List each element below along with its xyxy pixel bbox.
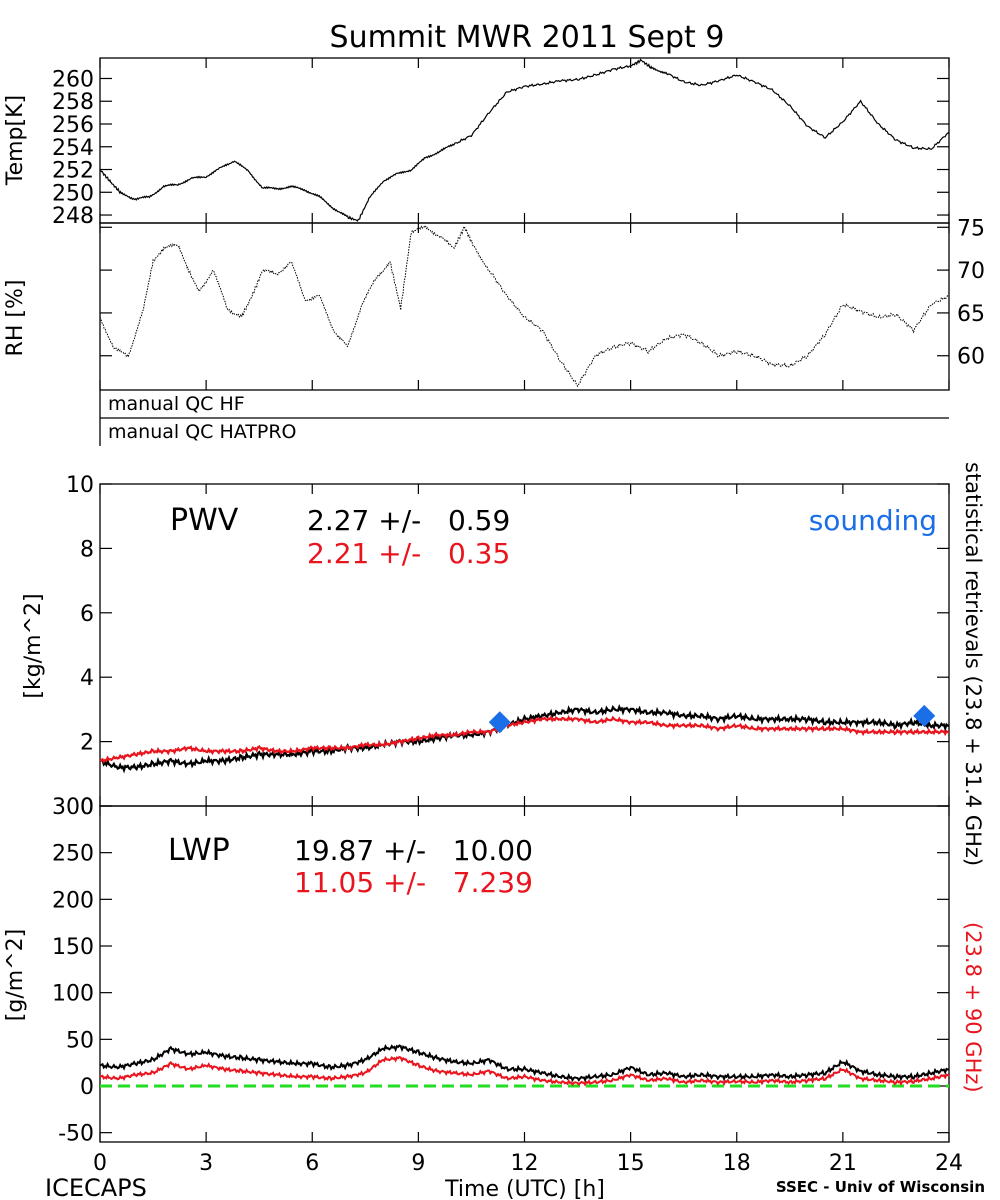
xtick-label: 24 bbox=[935, 1151, 963, 1176]
pwv-stat-black: 2.27 +/- 0.59 bbox=[307, 504, 510, 537]
pwv-y-ticks: 0 2 4 6 8 10 bbox=[66, 473, 949, 820]
temp-ytick-label: 260 bbox=[52, 67, 94, 92]
lwp-ytick-label: 100 bbox=[52, 982, 94, 1007]
lwp-label: LWP bbox=[168, 833, 230, 868]
qc-hf-label: manual QC HF bbox=[108, 393, 245, 415]
pwv-ytick-label: 4 bbox=[80, 666, 94, 691]
temp-ytick-label: 256 bbox=[52, 113, 94, 138]
rh-ylabel: RH [%] bbox=[3, 280, 28, 357]
rh-ytick-label: 70 bbox=[957, 259, 985, 284]
lwp-ytick-label: -50 bbox=[58, 1122, 94, 1147]
lwp-y-ticks: -50 0 50 100 150 200 250 300 bbox=[52, 795, 949, 1147]
lwp-series-black bbox=[99, 1044, 950, 1083]
lwp-ytick-label: 250 bbox=[52, 842, 94, 867]
temp-series-line bbox=[99, 58, 950, 223]
xtick-label: 9 bbox=[411, 1151, 425, 1176]
lwp-ytick-label: 200 bbox=[52, 888, 94, 913]
pwv-series-black bbox=[99, 704, 950, 774]
side-label-black: statistical retrievals (23.8 + 31.4 GHz) bbox=[961, 462, 985, 866]
xtick-label: 3 bbox=[199, 1151, 213, 1176]
rh-ytick-label: 60 bbox=[957, 345, 985, 370]
xtick-label: 12 bbox=[511, 1151, 539, 1176]
lwp-ytick-label: 0 bbox=[80, 1075, 94, 1100]
lwp-ytick-label: 300 bbox=[52, 795, 94, 820]
xtick-label: 21 bbox=[829, 1151, 857, 1176]
lwp-stat-black: 19.87 +/- 10.00 bbox=[294, 834, 533, 867]
lwp-ytick-label: 50 bbox=[66, 1028, 94, 1053]
pwv-ytick-label: 0 bbox=[80, 795, 94, 820]
temp-ytick-label: 248 bbox=[52, 204, 94, 229]
pwv-ytick-label: 10 bbox=[66, 473, 94, 498]
xtick-label: 15 bbox=[617, 1151, 645, 1176]
sounding-markers bbox=[488, 704, 936, 734]
footer-right: SSEC - Univ of Wisconsin bbox=[776, 1178, 985, 1196]
rh-ytick-label: 75 bbox=[957, 216, 985, 241]
pwv-series-red bbox=[99, 714, 950, 764]
lwp-stat-red: 11.05 +/- 7.239 bbox=[294, 866, 533, 899]
temp-ytick-label: 258 bbox=[52, 90, 94, 115]
pwv-label: PWV bbox=[170, 503, 239, 538]
temp-ytick-label: 252 bbox=[52, 159, 94, 184]
xtick-label: 6 bbox=[305, 1151, 319, 1176]
lwp-series-red bbox=[99, 1055, 950, 1087]
rh-series-line bbox=[99, 224, 950, 388]
temp-ytick-label: 254 bbox=[52, 136, 94, 161]
rh-ytick-label: 65 bbox=[957, 302, 985, 327]
x-axis-ticks: 0 3 6 9 12 15 18 21 24 bbox=[93, 58, 963, 1176]
chart-title: Summit MWR 2011 Sept 9 bbox=[330, 20, 725, 55]
temp-ylabel: Temp[K] bbox=[3, 95, 28, 186]
pwv-ytick-label: 2 bbox=[80, 731, 94, 756]
temp-ytick-label: 250 bbox=[52, 181, 94, 206]
lwp-ytick-label: 150 bbox=[52, 935, 94, 960]
pwv-ytick-label: 6 bbox=[80, 602, 94, 627]
footer-left: ICECAPS bbox=[45, 1174, 147, 1200]
pwv-ylabel: [kg/m^2] bbox=[21, 593, 46, 698]
rh-y-ticks: 60 65 70 75 bbox=[100, 216, 985, 370]
xtick-label: 18 bbox=[723, 1151, 751, 1176]
sounding-marker bbox=[488, 711, 511, 734]
xtick-label: 0 bbox=[93, 1151, 107, 1176]
x-axis-label: Time (UTC) [h] bbox=[444, 1177, 605, 1200]
side-label-red: (23.8 + 90 GHz) bbox=[961, 922, 985, 1093]
sounding-legend-label: sounding bbox=[809, 504, 937, 537]
lwp-ylabel: [g/m^2] bbox=[3, 929, 28, 1021]
qc-hatpro-label: manual QC HATPRO bbox=[108, 421, 297, 443]
sounding-marker bbox=[913, 704, 936, 727]
pwv-ytick-label: 8 bbox=[80, 537, 94, 562]
pwv-stat-red: 2.21 +/- 0.35 bbox=[307, 537, 510, 570]
